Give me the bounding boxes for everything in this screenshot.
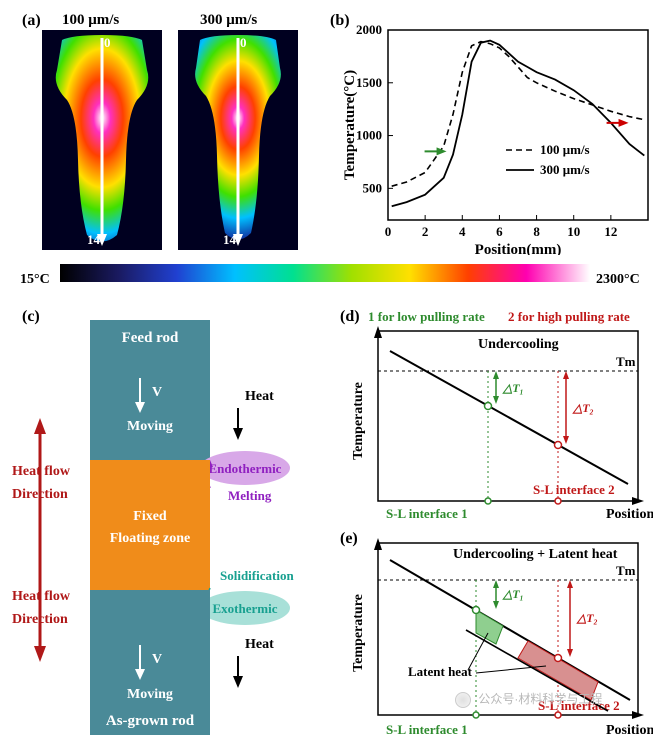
svg-text:14: 14 [223,232,237,247]
svg-text:1000: 1000 [356,128,382,143]
svg-text:Heat: Heat [245,389,274,404]
panel-a-label: (a) [22,12,41,30]
svg-text:Melting: Melting [228,488,272,503]
svg-text:14: 14 [87,232,101,247]
svg-text:Fixed: Fixed [133,509,167,524]
panel-d-label: (d) [340,308,360,326]
panel-a-title-left: 100 μm/s [62,12,119,29]
panel-a-title-right: 300 μm/s [200,12,257,29]
svg-text:10: 10 [567,224,580,239]
watermark: 公众号·材料科学与工程 [455,690,602,708]
svg-text:100 μm/s: 100 μm/s [540,142,590,157]
svg-text:0: 0 [385,224,392,239]
svg-text:6: 6 [496,224,503,239]
svg-text:Floating zone: Floating zone [110,531,191,546]
panel-d-title-left: 1 for low pulling rate [368,309,485,325]
svg-text:S-L interface 1: S-L interface 1 [386,722,468,737]
svg-text:2000: 2000 [356,22,382,37]
schematic-e: Temperature Position Tm Undercooling + L… [348,538,653,740]
svg-text:Undercooling + Latent heat: Undercooling + Latent heat [453,547,618,562]
svg-text:S-L interface 2: S-L interface 2 [533,482,615,497]
svg-text:2: 2 [422,224,429,239]
thermal-image-right: 0 14 [178,30,298,250]
schematic-diagram: Feed rod V Moving Heat Endothermic Melti… [10,320,340,740]
svg-text:1500: 1500 [356,75,382,90]
svg-text:△T₁: △T₁ [502,381,524,395]
svg-text:Undercooling: Undercooling [478,337,559,352]
svg-text:Tm: Tm [616,563,636,578]
svg-text:Endothermic: Endothermic [209,461,282,476]
svg-text:Feed rod: Feed rod [122,330,179,346]
svg-text:△T₁: △T₁ [502,587,524,601]
svg-text:Temperature: Temperature [351,382,366,460]
svg-text:V: V [152,652,162,667]
svg-text:Latent heat: Latent heat [408,664,473,679]
svg-text:300 μm/s: 300 μm/s [540,162,590,177]
svg-text:12: 12 [604,224,617,239]
svg-text:△T₂: △T₂ [572,401,594,415]
svg-text:Position: Position [606,507,653,522]
svg-text:Tm: Tm [616,354,636,369]
svg-text:0: 0 [104,35,111,50]
svg-text:4: 4 [459,224,466,239]
svg-text:Exothermic: Exothermic [213,601,278,616]
svg-text:Temperature(°C): Temperature(°C) [342,70,358,180]
svg-text:8: 8 [533,224,540,239]
svg-text:Direction: Direction [12,612,68,627]
panel-d-title-right: 2 for high pulling rate [508,309,630,325]
colorbar [60,264,590,282]
svg-text:Heat flow: Heat flow [12,464,71,479]
svg-text:Temperature: Temperature [351,594,366,672]
svg-text:Position: Position [606,723,653,738]
svg-text:Position(mm): Position(mm) [475,242,562,255]
svg-text:V: V [152,385,162,400]
colorbar-min: 15°C [20,272,50,288]
svg-text:Moving: Moving [127,419,173,434]
svg-text:Heat flow: Heat flow [12,589,71,604]
svg-text:△T₂: △T₂ [576,611,598,625]
svg-text:As-grown rod: As-grown rod [106,713,195,729]
svg-text:0: 0 [240,35,247,50]
svg-text:Direction: Direction [12,487,68,502]
line-chart: 0 2 4 6 8 10 12 500 1000 1500 2000 Temperature(°C) P… [340,20,650,255]
svg-text:500: 500 [363,180,383,195]
svg-text:Moving: Moving [127,687,173,702]
svg-text:Heat: Heat [245,637,274,652]
svg-text:Solidification: Solidification [220,568,294,583]
thermal-image-left: 0 14 [42,30,162,250]
schematic-d: Temperature Position Tm Undercooling △T₁… [348,326,653,524]
colorbar-max: 2300°C [596,272,640,288]
svg-text:S-L interface 1: S-L interface 1 [386,506,468,521]
